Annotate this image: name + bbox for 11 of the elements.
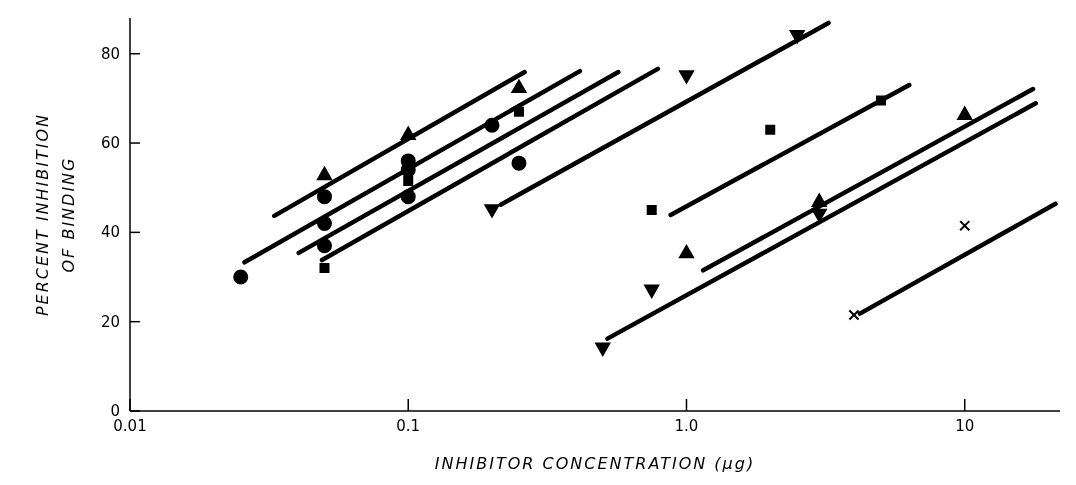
x-tick-label: 10: [955, 417, 975, 435]
y-tick-label: 40: [100, 223, 120, 242]
y-tick-label: 20: [100, 312, 120, 331]
x-axis-title: INHIBITOR CONCENTRATION (μg): [434, 454, 756, 473]
x-tick-label: 0.1: [396, 417, 421, 435]
x-tick-label: 1.0: [674, 417, 699, 435]
y-axis-title: PERCENT INHIBITION OF BINDING: [33, 112, 78, 317]
y-tick-label: 80: [100, 44, 120, 63]
y-tick-label: 60: [100, 134, 120, 153]
x-tick-label: 0.01: [113, 417, 147, 435]
y-tick-label: 0: [110, 402, 120, 420]
